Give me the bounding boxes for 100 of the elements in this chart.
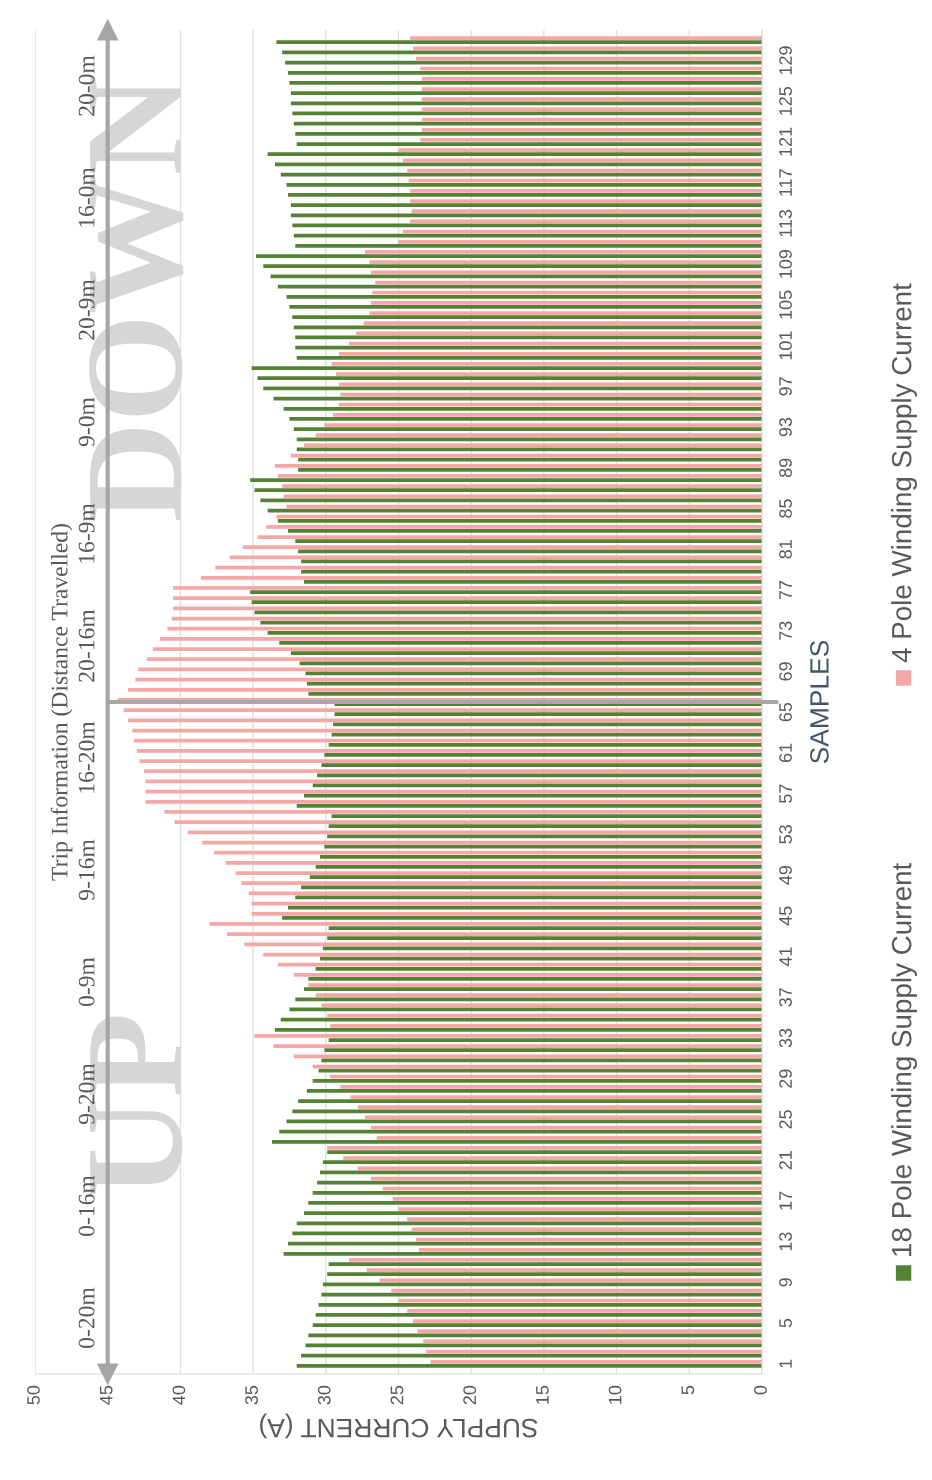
bar (226, 932, 762, 937)
bar (251, 600, 762, 605)
bar (303, 579, 762, 584)
bar (338, 402, 762, 407)
bar (293, 973, 762, 977)
bar (407, 1217, 762, 1222)
y-axis-title: SAMPLES (810, 640, 829, 764)
bar (296, 1363, 762, 1368)
bar (328, 1262, 762, 1266)
x-tick-label: 10 (608, 1385, 622, 1404)
bar (363, 321, 762, 326)
bar (357, 1105, 762, 1110)
y-tick-label: 25 (779, 1110, 792, 1129)
bar (145, 799, 762, 804)
bar (123, 708, 762, 713)
bar (338, 382, 762, 387)
bar (164, 810, 762, 814)
bar (295, 997, 762, 1002)
bar (303, 987, 762, 991)
bar (312, 1190, 762, 1195)
bar (317, 773, 762, 778)
y-tick-label: 13 (779, 1232, 792, 1251)
x-axis-title: SUPPLY CURRENT (A) (260, 1413, 538, 1439)
bar (398, 1298, 762, 1303)
bar (277, 962, 762, 967)
bar (318, 1302, 762, 1307)
bar (286, 294, 762, 299)
bar (266, 525, 762, 529)
bar (330, 1074, 762, 1079)
bar (306, 1089, 762, 1093)
y-tick-label: 33 (779, 1028, 792, 1048)
bar (257, 376, 762, 381)
bar (315, 993, 762, 998)
y-tick-label: 45 (779, 906, 792, 926)
bar (282, 915, 762, 920)
bar (411, 209, 762, 214)
bar (376, 1135, 762, 1140)
bar (174, 820, 762, 825)
y-tick-label: 49 (779, 865, 792, 885)
bar (315, 433, 762, 438)
bar (301, 1353, 762, 1358)
bar (292, 1109, 762, 1114)
bar (315, 865, 762, 869)
bar (308, 1333, 762, 1338)
bar (296, 1221, 762, 1226)
y-tick-label: 21 (779, 1151, 792, 1170)
y-tick-label: 121 (779, 127, 792, 156)
bar (251, 911, 762, 916)
text: 18 Pole Winding Supply Current (891, 862, 917, 1256)
bar (392, 1197, 762, 1201)
bar (331, 362, 762, 366)
bar (410, 189, 762, 193)
bar (286, 182, 762, 187)
bar (296, 803, 762, 808)
bar (312, 1078, 762, 1083)
x-tick-label: 0 (754, 1385, 767, 1395)
y-tick-label: 85 (779, 499, 792, 518)
bar (340, 1085, 762, 1089)
bar (372, 290, 762, 295)
category-label: 0-9m (78, 957, 95, 1007)
category-label: 0-20m (78, 1287, 95, 1348)
bar (283, 406, 762, 411)
bar (225, 861, 762, 865)
bar (187, 830, 762, 835)
bar (288, 905, 762, 910)
x-tick-label: 50 (27, 1385, 40, 1405)
x-tick-label: 45 (99, 1385, 113, 1405)
bar (343, 1156, 762, 1161)
bar (290, 91, 762, 95)
bar (173, 596, 762, 601)
bar (301, 569, 762, 574)
bar (128, 718, 762, 723)
bar (282, 484, 762, 489)
bar (296, 142, 762, 146)
bar (273, 1044, 762, 1049)
bar (263, 264, 762, 269)
bar (308, 977, 762, 981)
x-tick-label: 15 (536, 1385, 549, 1404)
category-label: 20-16m (78, 609, 95, 682)
bar (279, 641, 762, 645)
bar (410, 36, 762, 41)
y-tick-label: 65 (779, 702, 792, 722)
bar (241, 881, 762, 886)
bar (328, 926, 762, 930)
y-tick-label: 73 (779, 621, 792, 640)
x-tick-label: 35 (245, 1385, 258, 1405)
bar (254, 1034, 762, 1038)
bar (288, 70, 762, 75)
bar (293, 1054, 762, 1059)
bar (398, 1207, 762, 1211)
bar (274, 1027, 762, 1032)
bar (328, 742, 762, 747)
bar (417, 1329, 762, 1334)
bar (296, 355, 762, 360)
bar (308, 691, 762, 696)
bar (213, 850, 762, 855)
y-tick-label: 37 (779, 988, 792, 1007)
bar (290, 213, 762, 218)
bar (280, 1017, 762, 1022)
bar (290, 101, 762, 106)
